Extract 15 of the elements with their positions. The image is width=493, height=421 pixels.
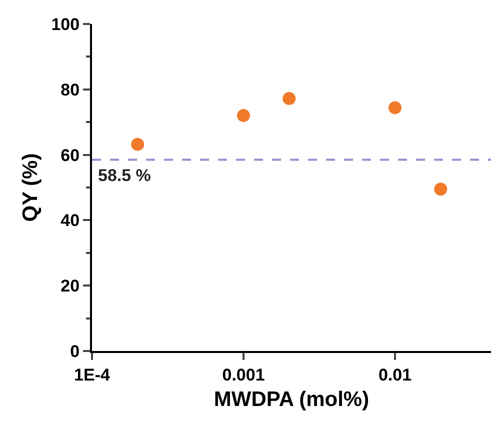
x-tick-label: 1E-4 bbox=[74, 365, 110, 384]
y-tick-label: 100 bbox=[51, 14, 80, 34]
point bbox=[282, 92, 296, 106]
y-tick-label: 80 bbox=[60, 80, 80, 100]
point bbox=[434, 182, 448, 196]
y-tick-label: 0 bbox=[70, 342, 80, 361]
point bbox=[131, 138, 144, 151]
y-tick-label: 60 bbox=[60, 146, 80, 165]
y-tick-label: 40 bbox=[60, 211, 80, 230]
ref-line-label: 58.5 % bbox=[98, 166, 151, 185]
y-axis-title: QY (%) bbox=[18, 153, 42, 222]
x-tick-label: 0.01 bbox=[378, 365, 412, 384]
y-tick-label: 20 bbox=[60, 276, 80, 296]
x-tick-label: 0.001 bbox=[222, 365, 265, 384]
x-axis-title: MWDPA (mol%) bbox=[214, 388, 370, 412]
